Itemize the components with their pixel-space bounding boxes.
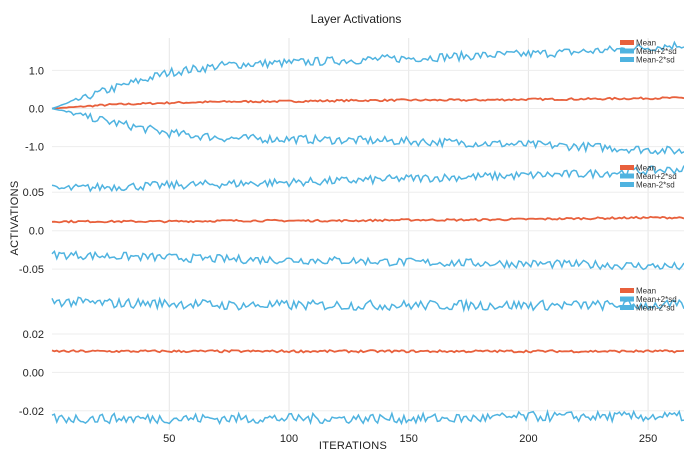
y-tick-label: 0.0 xyxy=(29,104,44,116)
legend-label: Mean-2*sd xyxy=(636,56,675,65)
x-axis-label: ITERATIONS xyxy=(319,440,387,452)
series-line-mean-2-sd xyxy=(51,107,684,156)
legend-swatch xyxy=(620,296,634,302)
y-tick-label: -1.0 xyxy=(25,142,44,154)
series-line-mean-2-sd xyxy=(51,165,684,193)
y-tick-label: 0.05 xyxy=(23,187,44,199)
legend-swatch xyxy=(620,173,634,179)
series-line-mean xyxy=(51,96,684,110)
legend-label: Mean-2*sd xyxy=(636,304,675,313)
series-line-mean-2-sd xyxy=(51,250,684,271)
legend-label: Mean+2*sd xyxy=(636,295,677,304)
y-tick-label: -0.05 xyxy=(19,264,44,276)
legend-swatch xyxy=(620,305,634,310)
y-tick-label: 1.0 xyxy=(29,65,44,77)
series-line-mean-2-sd xyxy=(51,296,684,313)
legend-label: Mean xyxy=(636,164,656,173)
x-tick-label: 200 xyxy=(519,433,537,445)
series-line-mean xyxy=(51,349,684,354)
legend-label: Mean xyxy=(636,39,656,48)
y-tick-label: 0.02 xyxy=(23,329,44,341)
plot-area: 50 100 150 200 2501.00.0-1.0MeanMean+2*sdMea… xyxy=(19,38,684,445)
y-tick-label: 0.0 xyxy=(29,226,44,238)
y-axis-label: ACTIVATIONS xyxy=(9,180,21,255)
legend-swatch xyxy=(620,182,634,187)
y-tick-label: 0.00 xyxy=(23,367,44,379)
legend-swatch xyxy=(620,48,634,54)
legend-swatch xyxy=(620,288,634,293)
series-line-mean-2-sd xyxy=(51,408,684,426)
legend-label: Mean+2*sd xyxy=(636,172,677,181)
x-tick-label: 50 xyxy=(163,433,175,445)
legend-label: Mean-2*sd xyxy=(636,181,675,190)
legend-swatch xyxy=(620,40,634,45)
legend-label: Mean xyxy=(636,287,656,296)
x-tick-label: 250 xyxy=(639,433,657,445)
series-line-mean xyxy=(51,215,684,224)
x-tick-label: 100 xyxy=(280,433,298,445)
series-line-mean-2-sd xyxy=(51,40,684,110)
y-tick-label: -0.02 xyxy=(19,406,44,418)
chart-title: Layer Activations xyxy=(311,12,402,26)
legend-swatch xyxy=(620,165,634,170)
legend-label: Mean+2*sd xyxy=(636,47,677,56)
legend-swatch xyxy=(620,57,634,62)
x-tick-label: 150 xyxy=(400,433,418,445)
